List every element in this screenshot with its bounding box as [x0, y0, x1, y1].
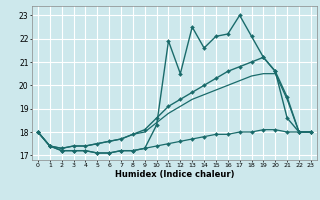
X-axis label: Humidex (Indice chaleur): Humidex (Indice chaleur) — [115, 170, 234, 179]
